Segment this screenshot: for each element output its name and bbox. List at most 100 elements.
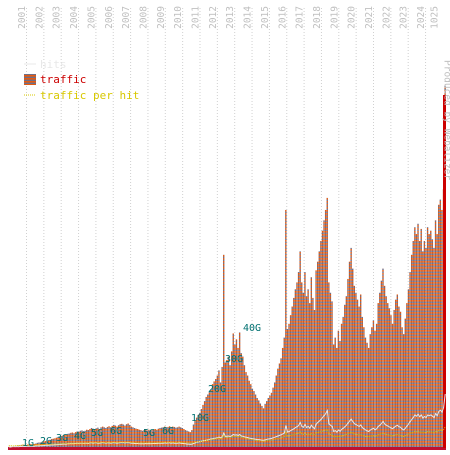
year-label: 2001: [17, 6, 28, 29]
traffic-legend-label: traffic: [40, 73, 86, 86]
traffic-bar: [374, 331, 375, 448]
traffic-bar: [156, 430, 157, 448]
year-label: 2011: [191, 6, 202, 29]
year-label: 2019: [329, 6, 340, 29]
traffic-bar: [319, 251, 320, 448]
year-label: 2007: [121, 6, 132, 29]
year-label: 2024: [416, 6, 427, 29]
traffic-bar: [292, 307, 293, 448]
traffic-bar: [285, 210, 286, 448]
value-label: 1G: [22, 438, 34, 449]
traffic-bar: [135, 429, 136, 448]
traffic-bar: [190, 432, 191, 448]
value-label: 20G: [208, 384, 226, 395]
traffic-bar: [290, 315, 291, 448]
traffic-bar: [312, 298, 313, 448]
traffic-bar: [241, 353, 242, 448]
year-label: 2004: [69, 6, 80, 29]
traffic-bar: [229, 365, 230, 448]
year-label: 2006: [104, 6, 115, 29]
traffic-bar: [129, 425, 130, 448]
traffic-bar: [186, 431, 187, 448]
traffic-bar: [228, 357, 229, 448]
traffic-bar: [132, 427, 133, 448]
year-label: 2014: [243, 6, 254, 29]
corner-year-label: 1025: [429, 6, 440, 29]
traffic-legend-swatch: [24, 74, 36, 85]
value-label: 6G: [162, 426, 174, 437]
traffic-bar: [72, 432, 73, 448]
traffic-bar: [191, 430, 192, 448]
traffic-bar: [188, 431, 189, 448]
traffic-bar: [333, 345, 334, 449]
hits-legend-label: hits: [40, 58, 67, 71]
traffic-bar: [139, 430, 140, 448]
traffic-bar: [336, 348, 337, 448]
year-label: 2003: [52, 6, 63, 29]
traffic-bar: [105, 428, 106, 448]
traffic-bar: [127, 424, 128, 449]
traffic-bar: [223, 255, 224, 448]
traffic-bar: [261, 406, 262, 448]
traffic-bar: [182, 428, 183, 448]
traffic-bar: [107, 427, 108, 448]
traffic-bar: [282, 348, 283, 448]
year-label: 2010: [173, 6, 184, 29]
traffic-bar: [293, 298, 294, 448]
traffic-bar: [306, 296, 307, 448]
traffic-per-hit-legend-label: traffic per hit: [40, 89, 139, 102]
traffic-bar: [311, 277, 312, 448]
traffic-bar: [233, 333, 234, 448]
value-label: 6G: [110, 426, 122, 437]
traffic-bar: [298, 272, 299, 448]
traffic-bar: [433, 248, 434, 448]
traffic-bar: [69, 434, 70, 448]
traffic-bar: [315, 270, 316, 448]
traffic-bar: [303, 293, 304, 448]
traffic-bar: [304, 272, 305, 448]
value-label: 10G: [191, 413, 209, 424]
traffic-bar: [183, 429, 184, 448]
traffic-bar: [239, 332, 240, 448]
traffic-bar: [295, 289, 296, 448]
traffic-bar: [323, 220, 324, 448]
value-label: 5G: [143, 428, 155, 439]
traffic-bar: [322, 231, 323, 448]
traffic-bar: [320, 241, 321, 448]
value-label: 40G: [243, 323, 261, 334]
traffic-bar: [178, 427, 179, 448]
traffic-bar: [317, 262, 318, 448]
traffic-bar: [185, 430, 186, 448]
traffic-bar: [307, 289, 308, 448]
traffic-bar: [104, 427, 105, 448]
year-label: 2012: [208, 6, 219, 29]
traffic-bar: [193, 425, 194, 448]
value-label: 5G: [91, 428, 103, 439]
traffic-bar: [159, 428, 160, 448]
value-label: 3G: [56, 433, 68, 444]
year-label: 2016: [277, 6, 288, 29]
traffic-bar: [134, 428, 135, 448]
traffic-bar: [288, 324, 289, 448]
traffic-bar: [272, 388, 273, 448]
traffic-bar: [88, 430, 89, 448]
value-label: 2G: [40, 436, 52, 447]
year-label: 2009: [156, 6, 167, 29]
traffic-bar: [231, 351, 232, 448]
traffic-bar: [274, 382, 275, 448]
year-label: 2022: [381, 6, 392, 29]
traffic-bar: [268, 398, 269, 448]
traffic-bar: [137, 429, 138, 448]
traffic-bar: [194, 420, 195, 448]
traffic-bar: [180, 427, 181, 448]
webalizer-credit-label: Produced by Webalizer: [442, 60, 450, 180]
legend: hits traffic traffic per hit: [24, 58, 139, 102]
traffic-bar: [299, 251, 300, 448]
traffic-bar: [244, 365, 245, 448]
traffic-bar: [218, 370, 219, 448]
year-label: 2020: [347, 6, 358, 29]
traffic-bar: [242, 357, 243, 448]
traffic-bar: [226, 360, 227, 448]
